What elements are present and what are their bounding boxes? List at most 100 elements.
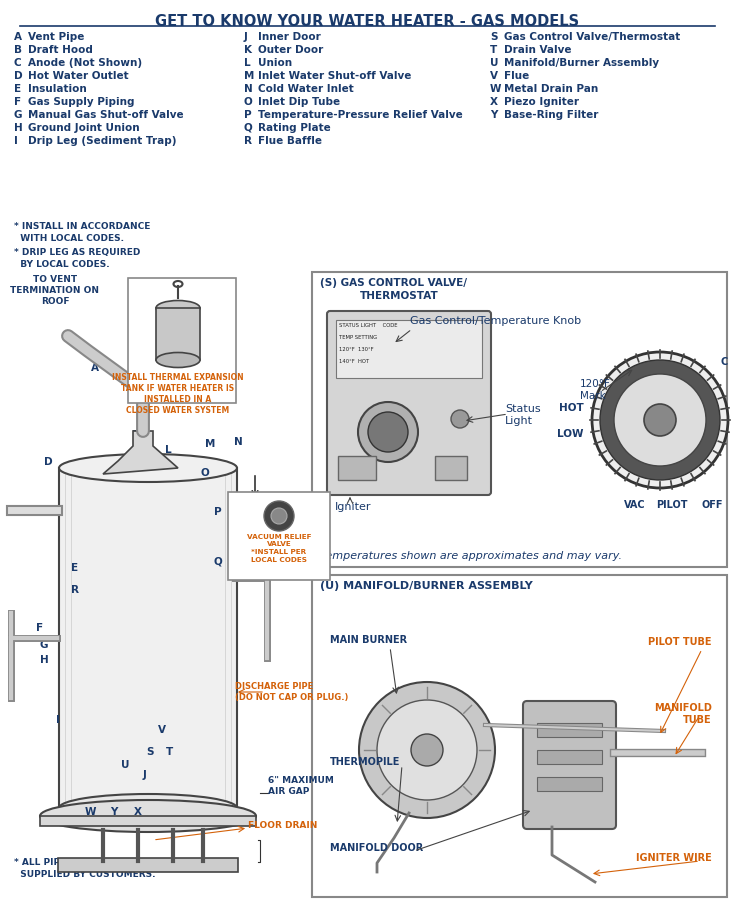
Bar [128, 278, 236, 403]
Text: VAC: VAC [624, 500, 646, 510]
Text: Manifold/Burner Assembly: Manifold/Burner Assembly [504, 58, 659, 68]
Text: S: S [490, 32, 498, 42]
Text: PILOT: PILOT [656, 500, 688, 510]
Text: Vent Pipe: Vent Pipe [28, 32, 85, 42]
Circle shape [600, 360, 720, 480]
Text: I: I [14, 136, 18, 146]
Text: A: A [14, 32, 22, 42]
Text: C: C [14, 58, 21, 68]
Text: GET TO KNOW YOUR WATER HEATER - GAS MODELS: GET TO KNOW YOUR WATER HEATER - GAS MODE… [155, 14, 579, 29]
Text: Y: Y [110, 807, 118, 817]
Text: Q: Q [214, 557, 223, 567]
Bar [156, 308, 200, 360]
Text: T: T [166, 747, 173, 757]
Text: Gas Control/Temperature Knob: Gas Control/Temperature Knob [410, 316, 581, 326]
Text: Igniter: Igniter [335, 502, 371, 512]
Text: 140°F  HOT: 140°F HOT [339, 359, 369, 364]
Circle shape [644, 404, 676, 436]
Circle shape [271, 508, 287, 524]
Bar [312, 575, 727, 897]
Text: X: X [134, 807, 142, 817]
Text: V: V [158, 725, 166, 735]
Text: X: X [490, 97, 498, 107]
Bar [537, 723, 602, 737]
Text: S: S [146, 747, 154, 757]
Text: VACUUM RELIEF
VALVE
*INSTALL PER
LOCAL CODES: VACUUM RELIEF VALVE *INSTALL PER LOCAL C… [247, 534, 311, 563]
Text: G: G [40, 640, 49, 650]
Text: 6" MAXIMUM
AIR GAP: 6" MAXIMUM AIR GAP [268, 776, 334, 796]
Ellipse shape [156, 301, 200, 315]
Text: O: O [201, 468, 209, 478]
Bar [40, 816, 256, 826]
Text: T: T [490, 45, 498, 55]
Text: Temperature-Pressure Relief Valve: Temperature-Pressure Relief Valve [258, 110, 463, 120]
Bar [228, 492, 330, 580]
Ellipse shape [59, 794, 237, 822]
Text: P: P [214, 507, 222, 517]
Text: Anode (Not Shown): Anode (Not Shown) [28, 58, 142, 68]
Text: Inlet Dip Tube: Inlet Dip Tube [258, 97, 340, 107]
Text: STATUS LIGHT    CODE: STATUS LIGHT CODE [339, 323, 398, 328]
Text: Draft Hood: Draft Hood [28, 45, 93, 55]
Text: L: L [165, 445, 171, 455]
Text: Hot Water Outlet: Hot Water Outlet [28, 71, 129, 81]
Ellipse shape [40, 800, 256, 832]
Text: Metal Drain Pan: Metal Drain Pan [504, 84, 598, 94]
Text: Outer Door: Outer Door [258, 45, 323, 55]
Text: E: E [14, 84, 21, 94]
Text: A: A [91, 363, 99, 373]
Text: 120°F
Mark: 120°F Mark [580, 379, 611, 401]
Text: Y: Y [490, 110, 498, 120]
Text: C: C [720, 357, 728, 367]
Text: R: R [244, 136, 252, 146]
Text: FLOOR DRAIN: FLOOR DRAIN [248, 821, 318, 830]
Bar [312, 272, 727, 567]
Bar [537, 750, 602, 764]
Bar [338, 456, 376, 480]
Text: N: N [244, 84, 253, 94]
Text: DISCHARGE PIPE
(DO NOT CAP OR PLUG.): DISCHARGE PIPE (DO NOT CAP OR PLUG.) [235, 682, 348, 702]
Text: J: J [244, 32, 248, 42]
Text: IGNITER WIRE: IGNITER WIRE [637, 853, 712, 863]
Circle shape [368, 412, 408, 452]
Text: U: U [490, 58, 498, 68]
Text: Base-Ring Filter: Base-Ring Filter [504, 110, 598, 120]
Text: Q: Q [244, 123, 253, 133]
Text: F: F [14, 97, 21, 107]
Text: Flue Baffle: Flue Baffle [258, 136, 322, 146]
Text: 120°F  130°F: 120°F 130°F [339, 347, 373, 352]
Text: PILOT TUBE: PILOT TUBE [648, 637, 712, 647]
Text: LOW: LOW [558, 429, 584, 439]
Text: * ALL PIPING MATERIALS TO BE
  SUPPLIED BY CUSTOMERS.: * ALL PIPING MATERIALS TO BE SUPPLIED BY… [14, 858, 172, 879]
Text: Drain Valve: Drain Valve [504, 45, 572, 55]
Text: D: D [43, 457, 52, 467]
FancyBboxPatch shape [523, 701, 616, 829]
Text: F: F [37, 623, 43, 633]
Text: G: G [14, 110, 23, 120]
Text: TEMP SETTING: TEMP SETTING [339, 335, 377, 340]
Bar [336, 320, 482, 378]
Bar [58, 858, 238, 872]
Circle shape [359, 682, 495, 818]
Text: P: P [244, 110, 251, 120]
Text: THERMOSTAT: THERMOSTAT [360, 291, 439, 301]
Text: (U) MANIFOLD/BURNER ASSEMBLY: (U) MANIFOLD/BURNER ASSEMBLY [320, 581, 533, 591]
Text: O: O [244, 97, 253, 107]
Text: W: W [85, 807, 96, 817]
Bar [245, 496, 259, 510]
Text: Inner Door: Inner Door [258, 32, 320, 42]
Text: M: M [205, 439, 215, 449]
Text: MAIN BURNER: MAIN BURNER [330, 635, 407, 645]
Text: INSTALL THERMAL EXPANSION
TANK IF WATER HEATER IS
INSTALLED IN A
CLOSED WATER SY: INSTALL THERMAL EXPANSION TANK IF WATER … [112, 373, 244, 415]
Text: * DRIP LEG AS REQUIRED
  BY LOCAL CODES.: * DRIP LEG AS REQUIRED BY LOCAL CODES. [14, 248, 140, 269]
Text: Union: Union [258, 58, 292, 68]
Text: OFF: OFF [701, 500, 723, 510]
Text: * INSTALL IN ACCORDANCE
  WITH LOCAL CODES.: * INSTALL IN ACCORDANCE WITH LOCAL CODES… [14, 222, 151, 243]
Text: N: N [234, 437, 243, 447]
Text: R: R [71, 585, 79, 595]
Text: Status
Light: Status Light [505, 404, 541, 427]
Circle shape [614, 374, 706, 466]
Text: MANIFOLD DOOR: MANIFOLD DOOR [330, 843, 423, 853]
Text: U: U [121, 760, 129, 770]
Text: H: H [14, 123, 23, 133]
